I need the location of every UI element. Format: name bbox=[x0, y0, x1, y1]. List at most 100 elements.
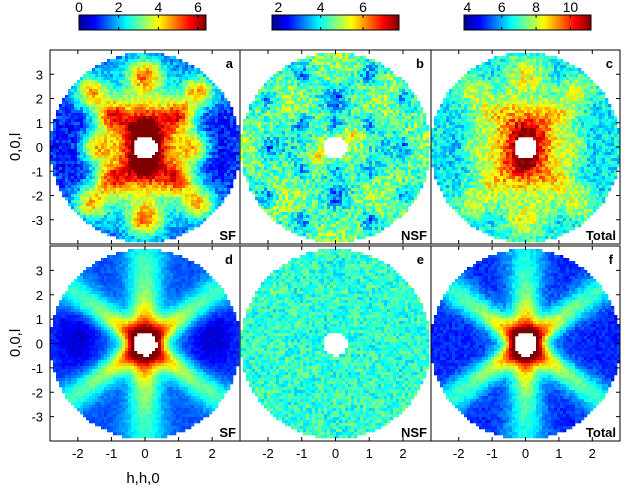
heatmap-cell bbox=[53, 137, 57, 141]
heatmap-cell bbox=[258, 98, 262, 102]
heatmap-cell bbox=[203, 206, 207, 210]
heatmap-cell bbox=[140, 83, 144, 87]
heatmap-cell bbox=[131, 224, 135, 228]
heatmap-cell bbox=[209, 110, 213, 114]
heatmap-cell bbox=[125, 122, 129, 126]
heatmap-cell bbox=[101, 164, 105, 168]
heatmap-cell bbox=[146, 221, 150, 225]
heatmap-cell bbox=[218, 188, 222, 192]
heatmap-cell bbox=[194, 104, 198, 108]
heatmap-cell bbox=[348, 143, 352, 147]
heatmap-cell bbox=[240, 146, 244, 150]
heatmap-cell bbox=[230, 152, 234, 156]
heatmap-cell bbox=[255, 116, 259, 120]
heatmap-cell bbox=[303, 107, 307, 111]
heatmap-cell bbox=[68, 143, 72, 147]
heatmap-cell bbox=[146, 197, 150, 201]
heatmap-cell bbox=[110, 107, 114, 111]
heatmap-cell bbox=[227, 101, 231, 105]
heatmap-cell bbox=[318, 152, 322, 156]
heatmap-cell bbox=[258, 101, 262, 105]
heatmap-cell bbox=[176, 209, 180, 213]
heatmap-cell bbox=[221, 128, 225, 132]
heatmap-cell bbox=[101, 197, 105, 201]
heatmap-cell bbox=[71, 200, 75, 204]
heatmap-cell bbox=[197, 164, 201, 168]
heatmap-cell bbox=[261, 86, 265, 90]
heatmap-cell bbox=[390, 116, 394, 120]
heatmap-cell bbox=[194, 176, 198, 180]
heatmap-cell bbox=[113, 122, 117, 126]
heatmap-cell bbox=[110, 89, 114, 93]
heatmap-cell bbox=[83, 101, 87, 105]
heatmap-cell bbox=[68, 170, 72, 174]
heatmap-cell bbox=[119, 212, 123, 216]
heatmap-cell bbox=[249, 140, 253, 144]
heatmap-cell bbox=[270, 134, 274, 138]
heatmap-cell bbox=[56, 164, 60, 168]
heatmap-cell bbox=[152, 53, 156, 57]
heatmap-cell bbox=[408, 89, 412, 93]
heatmap-cell bbox=[405, 143, 409, 147]
heatmap-cell bbox=[128, 62, 132, 66]
heatmap-cell bbox=[194, 149, 198, 153]
heatmap-cell bbox=[318, 98, 322, 102]
heatmap-cell bbox=[315, 65, 319, 69]
heatmap-cell bbox=[140, 131, 144, 135]
heatmap-cell bbox=[83, 77, 87, 81]
heatmap-cell bbox=[188, 164, 192, 168]
heatmap-cell bbox=[194, 92, 198, 96]
heatmap-cell bbox=[288, 74, 292, 78]
heatmap-cell bbox=[74, 140, 78, 144]
heatmap-cell bbox=[206, 191, 210, 195]
heatmap-cell bbox=[149, 221, 153, 225]
heatmap-cell bbox=[315, 104, 319, 108]
heatmap-cell bbox=[351, 155, 355, 159]
heatmap-cell bbox=[327, 65, 331, 69]
heatmap-cell bbox=[125, 191, 129, 195]
heatmap-cell bbox=[215, 167, 219, 171]
heatmap-cell bbox=[215, 146, 219, 150]
heatmap-cell bbox=[411, 92, 415, 96]
heatmap-cell bbox=[282, 83, 286, 87]
heatmap-cell bbox=[312, 104, 316, 108]
heatmap-cell bbox=[330, 101, 334, 105]
heatmap-cell bbox=[137, 161, 141, 165]
heatmap-cell bbox=[152, 137, 156, 141]
heatmap-cell bbox=[300, 62, 304, 66]
heatmap-cell bbox=[318, 53, 322, 57]
heatmap-cell bbox=[303, 116, 307, 120]
heatmap-cell bbox=[378, 155, 382, 159]
heatmap-cell bbox=[167, 227, 171, 231]
heatmap-cell bbox=[206, 140, 210, 144]
heatmap-cell bbox=[149, 239, 153, 243]
heatmap-cell bbox=[110, 134, 114, 138]
heatmap-cell bbox=[288, 83, 292, 87]
heatmap-cell bbox=[182, 71, 186, 75]
heatmap-cell bbox=[378, 89, 382, 93]
heatmap-cell bbox=[426, 131, 430, 135]
heatmap-cell bbox=[200, 143, 204, 147]
heatmap-cell bbox=[396, 98, 400, 102]
heatmap-cell bbox=[95, 170, 99, 174]
heatmap-cell bbox=[288, 140, 292, 144]
heatmap-cell bbox=[221, 143, 225, 147]
heatmap-cell bbox=[188, 179, 192, 183]
heatmap-cell bbox=[155, 74, 159, 78]
heatmap-cell bbox=[98, 152, 102, 156]
heatmap-cell bbox=[354, 119, 358, 123]
heatmap-cell bbox=[104, 185, 108, 189]
heatmap-cell bbox=[249, 116, 253, 120]
heatmap-cell bbox=[68, 158, 72, 162]
heatmap-cell bbox=[285, 155, 289, 159]
heatmap-cell bbox=[167, 230, 171, 234]
heatmap-cell bbox=[197, 158, 201, 162]
heatmap-cell bbox=[167, 98, 171, 102]
heatmap-cell bbox=[372, 86, 376, 90]
heatmap-cell bbox=[143, 209, 147, 213]
heatmap-cell bbox=[366, 143, 370, 147]
heatmap-cell bbox=[393, 107, 397, 111]
heatmap-cell bbox=[300, 101, 304, 105]
heatmap-cell bbox=[107, 77, 111, 81]
heatmap-cell bbox=[113, 185, 117, 189]
